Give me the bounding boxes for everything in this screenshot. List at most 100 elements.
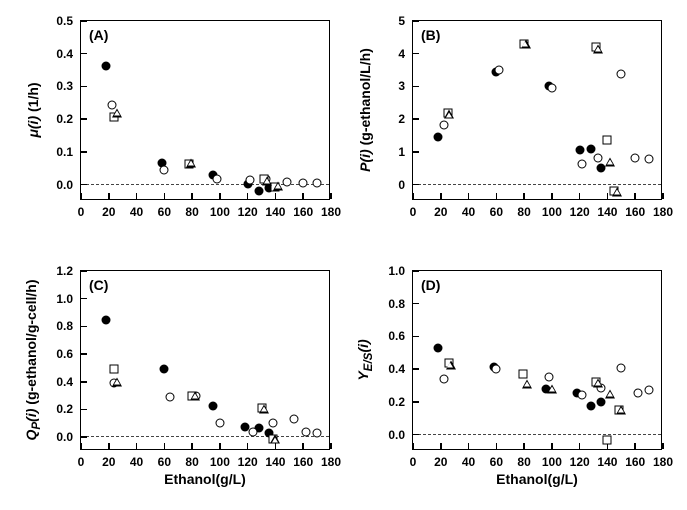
y-tick (413, 434, 419, 436)
x-tick (440, 193, 442, 199)
x-tick-label: 40 (130, 205, 143, 219)
data-point (645, 385, 654, 394)
data-point (259, 404, 269, 413)
y-axis-label: μ(i) (1/h) (25, 82, 41, 137)
data-point (215, 419, 224, 428)
y-tick (81, 184, 87, 186)
x-axis-label: Ethanol(g/L) (496, 471, 578, 487)
x-tick-label: 40 (130, 455, 143, 469)
data-point (213, 175, 222, 184)
y-tick-label: 0.2 (388, 395, 405, 409)
y-tick (81, 298, 87, 300)
x-tick-label: 120 (570, 455, 590, 469)
data-point (634, 388, 643, 397)
data-point (605, 389, 615, 398)
x-tick-label: 180 (653, 205, 673, 219)
y-tick-label: 5 (398, 14, 405, 28)
y-tick (81, 381, 87, 383)
x-tick-label: 120 (238, 455, 258, 469)
x-tick-label: 20 (434, 455, 447, 469)
plot-area: 0204060801001201401601800.00.20.40.60.81… (412, 270, 662, 450)
x-tick (468, 443, 470, 449)
x-tick-label: 60 (490, 205, 503, 219)
data-point (596, 397, 605, 406)
y-tick (413, 270, 419, 272)
data-point (434, 343, 443, 352)
data-point (612, 187, 622, 196)
x-tick-label: 60 (158, 455, 171, 469)
data-point (270, 435, 280, 444)
x-tick (219, 193, 221, 199)
x-tick (247, 193, 249, 199)
x-tick-label: 100 (542, 205, 562, 219)
x-tick-label: 120 (570, 205, 590, 219)
y-tick (413, 401, 419, 403)
y-tick (413, 368, 419, 370)
x-tick-label: 160 (625, 205, 645, 219)
x-tick (551, 443, 553, 449)
data-point (616, 406, 626, 415)
data-point (518, 370, 527, 379)
x-tick-label: 140 (265, 455, 285, 469)
x-tick-label: 0 (410, 455, 417, 469)
x-tick-label: 20 (434, 205, 447, 219)
figure-root: 0204060801001201401601800.00.10.20.30.40… (0, 0, 687, 510)
y-tick-label: 0.8 (56, 319, 73, 333)
x-tick (247, 443, 249, 449)
data-point (313, 179, 322, 188)
x-tick (468, 193, 470, 199)
data-point (273, 181, 283, 190)
y-tick (413, 303, 419, 305)
data-point (645, 155, 654, 164)
data-point (586, 402, 595, 411)
x-tick (330, 443, 332, 449)
x-tick-label: 160 (625, 455, 645, 469)
x-tick (662, 193, 664, 199)
x-tick (302, 193, 304, 199)
x-tick-label: 0 (78, 455, 85, 469)
data-point (268, 419, 277, 428)
data-point (262, 176, 272, 185)
x-tick (80, 193, 82, 199)
zero-baseline (413, 434, 661, 435)
data-point (160, 365, 169, 374)
y-tick-label: 0.4 (56, 375, 73, 389)
y-tick-label: 0.4 (388, 362, 405, 376)
y-tick (81, 326, 87, 328)
data-point (596, 163, 605, 172)
data-point (545, 373, 554, 382)
data-point (631, 153, 640, 162)
panel-tag: (B) (421, 27, 440, 43)
x-tick (496, 443, 498, 449)
x-tick (523, 193, 525, 199)
x-tick (302, 443, 304, 449)
data-point (578, 160, 587, 169)
y-tick (81, 353, 87, 355)
x-tick (80, 443, 82, 449)
x-tick-label: 40 (462, 205, 475, 219)
y-tick (81, 86, 87, 88)
data-point (439, 375, 448, 384)
x-tick-label: 0 (410, 205, 417, 219)
plot-area: 020406080100120140160180012345P(i) (g-et… (412, 20, 662, 200)
y-tick (413, 118, 419, 120)
x-tick-label: 60 (158, 205, 171, 219)
y-tick-label: 2 (398, 112, 405, 126)
x-tick (275, 443, 277, 449)
panel-tag: (A) (89, 27, 108, 43)
data-point (299, 179, 308, 188)
plot-area: 0204060801001201401601800.00.10.20.30.40… (80, 20, 330, 200)
y-tick (413, 336, 419, 338)
x-tick-label: 20 (102, 455, 115, 469)
x-tick-label: 160 (293, 205, 313, 219)
y-tick-label: 0.2 (56, 402, 73, 416)
data-point (434, 133, 443, 142)
y-tick (413, 20, 419, 22)
y-tick-label: 0 (398, 178, 405, 192)
data-point (575, 146, 584, 155)
y-tick-label: 1.0 (56, 292, 73, 306)
x-tick (191, 193, 193, 199)
y-tick-label: 0.2 (56, 112, 73, 126)
x-tick-label: 120 (238, 205, 258, 219)
y-tick (81, 270, 87, 272)
